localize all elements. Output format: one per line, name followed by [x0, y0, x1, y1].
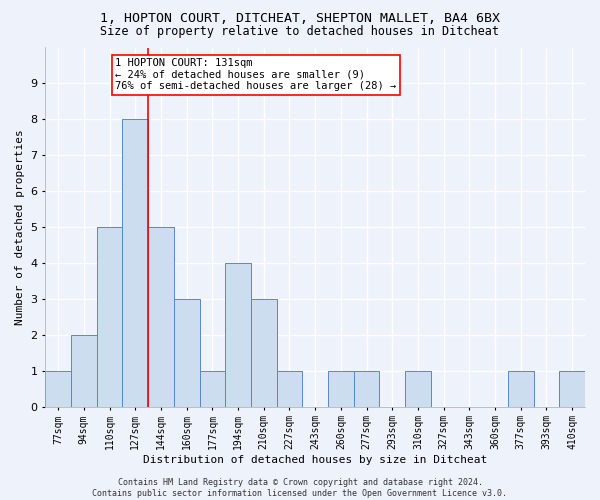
Bar — [71, 334, 97, 406]
Bar — [148, 227, 174, 406]
Bar — [200, 370, 225, 406]
Bar — [122, 120, 148, 406]
Text: 1 HOPTON COURT: 131sqm
← 24% of detached houses are smaller (9)
76% of semi-deta: 1 HOPTON COURT: 131sqm ← 24% of detached… — [115, 58, 397, 92]
Bar — [46, 370, 71, 406]
Bar — [97, 227, 122, 406]
Text: 1, HOPTON COURT, DITCHEAT, SHEPTON MALLET, BA4 6BX: 1, HOPTON COURT, DITCHEAT, SHEPTON MALLE… — [100, 12, 500, 26]
Bar — [225, 263, 251, 406]
Text: Size of property relative to detached houses in Ditcheat: Size of property relative to detached ho… — [101, 25, 499, 38]
Bar — [405, 370, 431, 406]
Bar — [328, 370, 354, 406]
Y-axis label: Number of detached properties: Number of detached properties — [15, 129, 25, 325]
Bar — [354, 370, 379, 406]
Text: Contains HM Land Registry data © Crown copyright and database right 2024.
Contai: Contains HM Land Registry data © Crown c… — [92, 478, 508, 498]
Bar — [508, 370, 533, 406]
Bar — [174, 299, 200, 406]
X-axis label: Distribution of detached houses by size in Ditcheat: Distribution of detached houses by size … — [143, 455, 487, 465]
Bar — [559, 370, 585, 406]
Bar — [251, 299, 277, 406]
Bar — [277, 370, 302, 406]
